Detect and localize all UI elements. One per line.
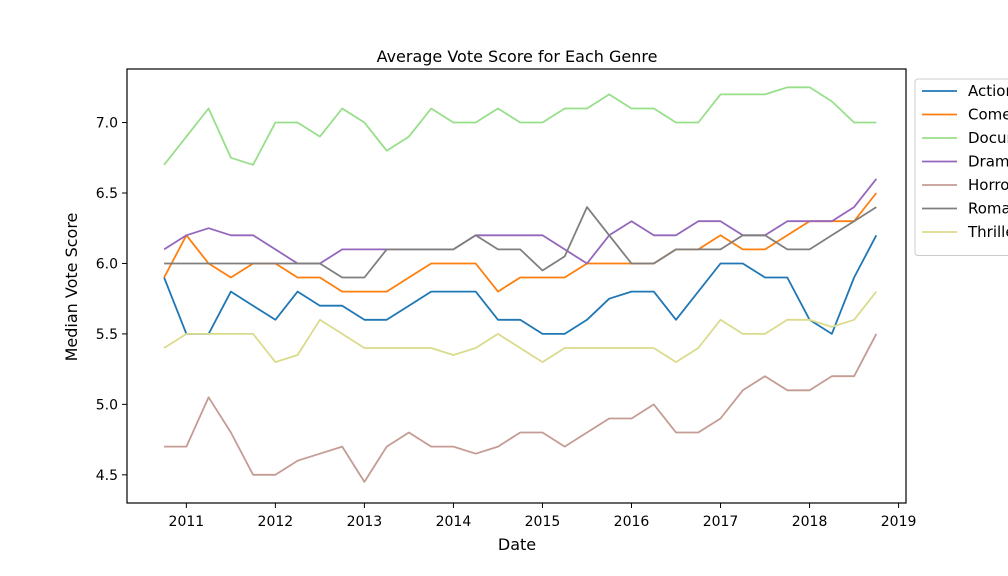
x-tick-label: 2019	[881, 514, 917, 530]
series-line-comedy	[163, 192, 878, 293]
series-line-thriller	[163, 291, 878, 364]
y-tick-label: 5.5	[96, 327, 118, 343]
series-line-drama	[163, 178, 878, 265]
series-line-horror	[164, 333, 878, 483]
legend-label-action: Action	[968, 82, 1008, 100]
x-tick-label: 2012	[258, 514, 294, 530]
legend-label-drama: Drama	[968, 153, 1008, 171]
legend-label-documentary: Documentary	[968, 129, 1008, 147]
y-tick-label: 6.0	[96, 256, 118, 272]
y-tick-label: 7.0	[96, 116, 118, 132]
plot-area-frame	[126, 68, 907, 504]
x-tick-label: 2014	[436, 514, 472, 530]
y-axis-label: Median Vote Score	[62, 213, 81, 362]
x-tick-label: 2015	[525, 514, 561, 530]
chart-title: Average Vote Score for Each Genre	[377, 47, 658, 66]
y-tick-label: 6.5	[96, 186, 118, 202]
series-line-romance	[164, 206, 877, 279]
x-tick-label: 2013	[347, 514, 383, 530]
x-axis-label: Date	[498, 535, 536, 554]
y-tick-label: 5.0	[96, 397, 118, 413]
legend-label-thriller: Thriller	[967, 223, 1008, 241]
x-tick-label: 2011	[169, 514, 205, 530]
legend-label-comedy: Comedy	[968, 106, 1008, 124]
x-tick-label: 2018	[792, 514, 828, 530]
legend-label-romance: Romance	[968, 200, 1008, 218]
x-tick-label: 2017	[703, 514, 739, 530]
legend-box	[914, 78, 1008, 256]
series-line-action	[163, 234, 878, 335]
series-line-documentary	[163, 86, 877, 166]
legend-label-horror: Horror	[968, 176, 1008, 194]
x-tick-label: 2016	[614, 514, 650, 530]
y-tick-label: 4.5	[96, 468, 118, 484]
